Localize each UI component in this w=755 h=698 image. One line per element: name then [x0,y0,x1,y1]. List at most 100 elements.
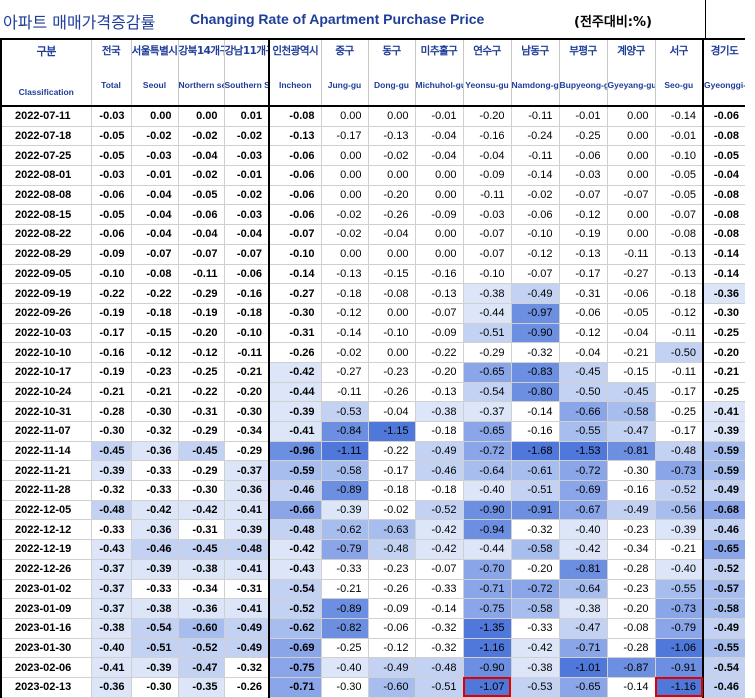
cell-gyeonggi[interactable]: -0.46 [702,677,745,698]
cell-namdong[interactable]: -0.80 [510,382,559,403]
cell-yeonsu[interactable]: -0.64 [462,460,511,482]
cell-national[interactable]: -0.19 [90,362,131,383]
cell-seoul[interactable]: -0.04 [130,185,178,206]
cell-bupyeong[interactable]: -0.13 [558,244,607,265]
cell-bupyeong[interactable]: -0.17 [558,264,607,285]
cell-national[interactable]: -0.45 [90,441,131,462]
cell-donggu[interactable]: -0.26 [367,579,415,600]
cell-gyeyang[interactable]: -0.06 [606,283,655,304]
cell-junggu[interactable]: 0.00 [320,244,368,265]
cell-gyeyang[interactable]: -0.27 [606,264,655,285]
cell-namdong[interactable]: -0.14 [510,165,559,186]
cell-bupyeong[interactable]: -0.19 [558,224,607,245]
cell-seogu[interactable]: -1.16 [654,677,703,698]
cell-bupyeong[interactable]: -0.72 [558,460,607,482]
cell-national[interactable]: -0.22 [90,283,131,304]
cell-gangbuk[interactable]: -0.04 [177,145,224,167]
cell-gangbuk[interactable]: -0.02 [177,165,224,186]
cell-donggu[interactable]: -0.26 [367,204,415,226]
cell-yeonsu[interactable]: -0.16 [462,126,511,147]
cell-national[interactable]: -0.37 [90,579,131,600]
cell-gyeonggi[interactable]: -0.41 [702,401,745,422]
cell-yeonsu[interactable]: -0.07 [462,224,511,245]
cell-gyeonggi[interactable]: -0.08 [702,224,745,245]
cell-yeonsu[interactable]: -0.70 [462,559,511,580]
cell-donggu[interactable]: -0.20 [367,185,415,206]
cell-seoul[interactable]: -0.32 [130,421,178,442]
cell-gangbuk[interactable]: -0.02 [177,126,224,147]
cell-junggu[interactable]: 0.00 [320,145,368,167]
cell-namdong[interactable]: -0.07 [510,264,559,285]
cell-michuhol[interactable]: 0.00 [414,165,463,186]
cell-junggu[interactable]: -0.11 [320,382,368,403]
cell-junggu[interactable]: -0.02 [320,204,368,226]
cell-namdong[interactable]: -0.61 [510,460,559,482]
cell-national[interactable]: -0.21 [90,382,131,403]
cell-seoul[interactable]: -0.33 [130,460,178,482]
date-cell[interactable]: 2022-11-28 [0,480,91,501]
cell-incheon[interactable]: -0.62 [268,618,321,639]
cell-seoul[interactable]: -0.21 [130,382,178,403]
cell-michuhol[interactable]: -0.09 [414,323,463,344]
cell-seogu[interactable]: -0.12 [654,303,703,324]
cell-donggu[interactable]: -0.02 [367,145,415,167]
cell-michuhol[interactable]: -0.18 [414,421,463,442]
cell-gangbuk[interactable]: -0.60 [177,618,224,639]
cell-seogu[interactable]: -0.73 [654,460,703,482]
cell-bupyeong[interactable]: -0.12 [558,204,607,226]
cell-national[interactable]: -0.36 [90,677,131,698]
cell-gyeonggi[interactable]: -0.54 [702,657,745,678]
cell-gangnam[interactable]: -0.18 [223,303,269,324]
cell-namdong[interactable]: -0.06 [510,204,559,226]
cell-seogu[interactable]: -0.18 [654,283,703,304]
cell-yeonsu[interactable]: -1.07 [462,677,511,698]
cell-gyeonggi[interactable]: -0.25 [702,323,745,344]
cell-gyeonggi[interactable]: -0.57 [702,579,745,600]
column-header-junggu[interactable]: 중구 Jung-gu [320,38,368,107]
cell-junggu[interactable]: -0.33 [320,559,368,580]
cell-yeonsu[interactable]: -0.37 [462,401,511,422]
cell-gangnam[interactable]: -0.20 [223,382,269,403]
column-header-yeonsu[interactable]: 연수구 Yeonsu-gu [462,38,511,107]
date-cell[interactable]: 2022-08-15 [0,204,91,226]
date-cell[interactable]: 2022-12-12 [0,519,91,541]
cell-seogu[interactable]: -0.91 [654,657,703,678]
cell-gyeyang[interactable]: -0.15 [606,362,655,383]
cell-junggu[interactable]: 0.00 [320,185,368,206]
cell-namdong[interactable]: -0.11 [510,106,559,127]
cell-incheon[interactable]: -0.13 [268,126,321,147]
cell-michuhol[interactable]: -0.01 [414,106,463,127]
cell-gyeyang[interactable]: 0.00 [606,165,655,186]
cell-incheon[interactable]: -0.26 [268,342,321,363]
cell-gyeyang[interactable]: -0.49 [606,500,655,521]
cell-gangnam[interactable]: -0.49 [223,618,269,639]
cell-gangnam[interactable]: -0.03 [223,204,269,226]
cell-gyeonggi[interactable]: -0.59 [702,460,745,482]
date-cell[interactable]: 2022-10-03 [0,323,91,344]
column-header-gyeonggi[interactable]: 경기도 Gyeonggi-do [702,38,745,107]
cell-gyeonggi[interactable]: -0.14 [702,244,745,265]
cell-seogu[interactable]: -0.25 [654,401,703,422]
cell-bupyeong[interactable]: -0.31 [558,283,607,304]
cell-yeonsu[interactable]: -0.07 [462,244,511,265]
cell-michuhol[interactable]: 0.00 [414,185,463,206]
cell-gangbuk[interactable]: -0.45 [177,539,224,560]
date-cell[interactable]: 2022-09-26 [0,303,91,324]
cell-seoul[interactable]: -0.15 [130,323,178,344]
cell-seoul[interactable]: -0.46 [130,539,178,560]
date-cell[interactable]: 2022-10-17 [0,362,91,383]
column-header-gangnam[interactable]: 강남11개구 Southern Seoul [223,38,269,107]
cell-seoul[interactable]: -0.18 [130,303,178,324]
cell-seoul[interactable]: 0.00 [130,106,178,127]
cell-national[interactable]: -0.40 [90,638,131,659]
cell-gyeyang[interactable]: -0.58 [606,401,655,422]
cell-gyeyang[interactable]: -0.28 [606,559,655,580]
date-cell[interactable]: 2023-01-30 [0,638,91,659]
cell-michuhol[interactable]: -0.09 [414,204,463,226]
cell-seogu[interactable]: -0.13 [654,264,703,285]
cell-donggu[interactable]: -1.15 [367,421,415,442]
cell-national[interactable]: -0.03 [90,106,131,127]
cell-gyeonggi[interactable]: -0.25 [702,382,745,403]
cell-namdong[interactable]: -0.83 [510,362,559,383]
cell-gangbuk[interactable]: -0.29 [177,421,224,442]
